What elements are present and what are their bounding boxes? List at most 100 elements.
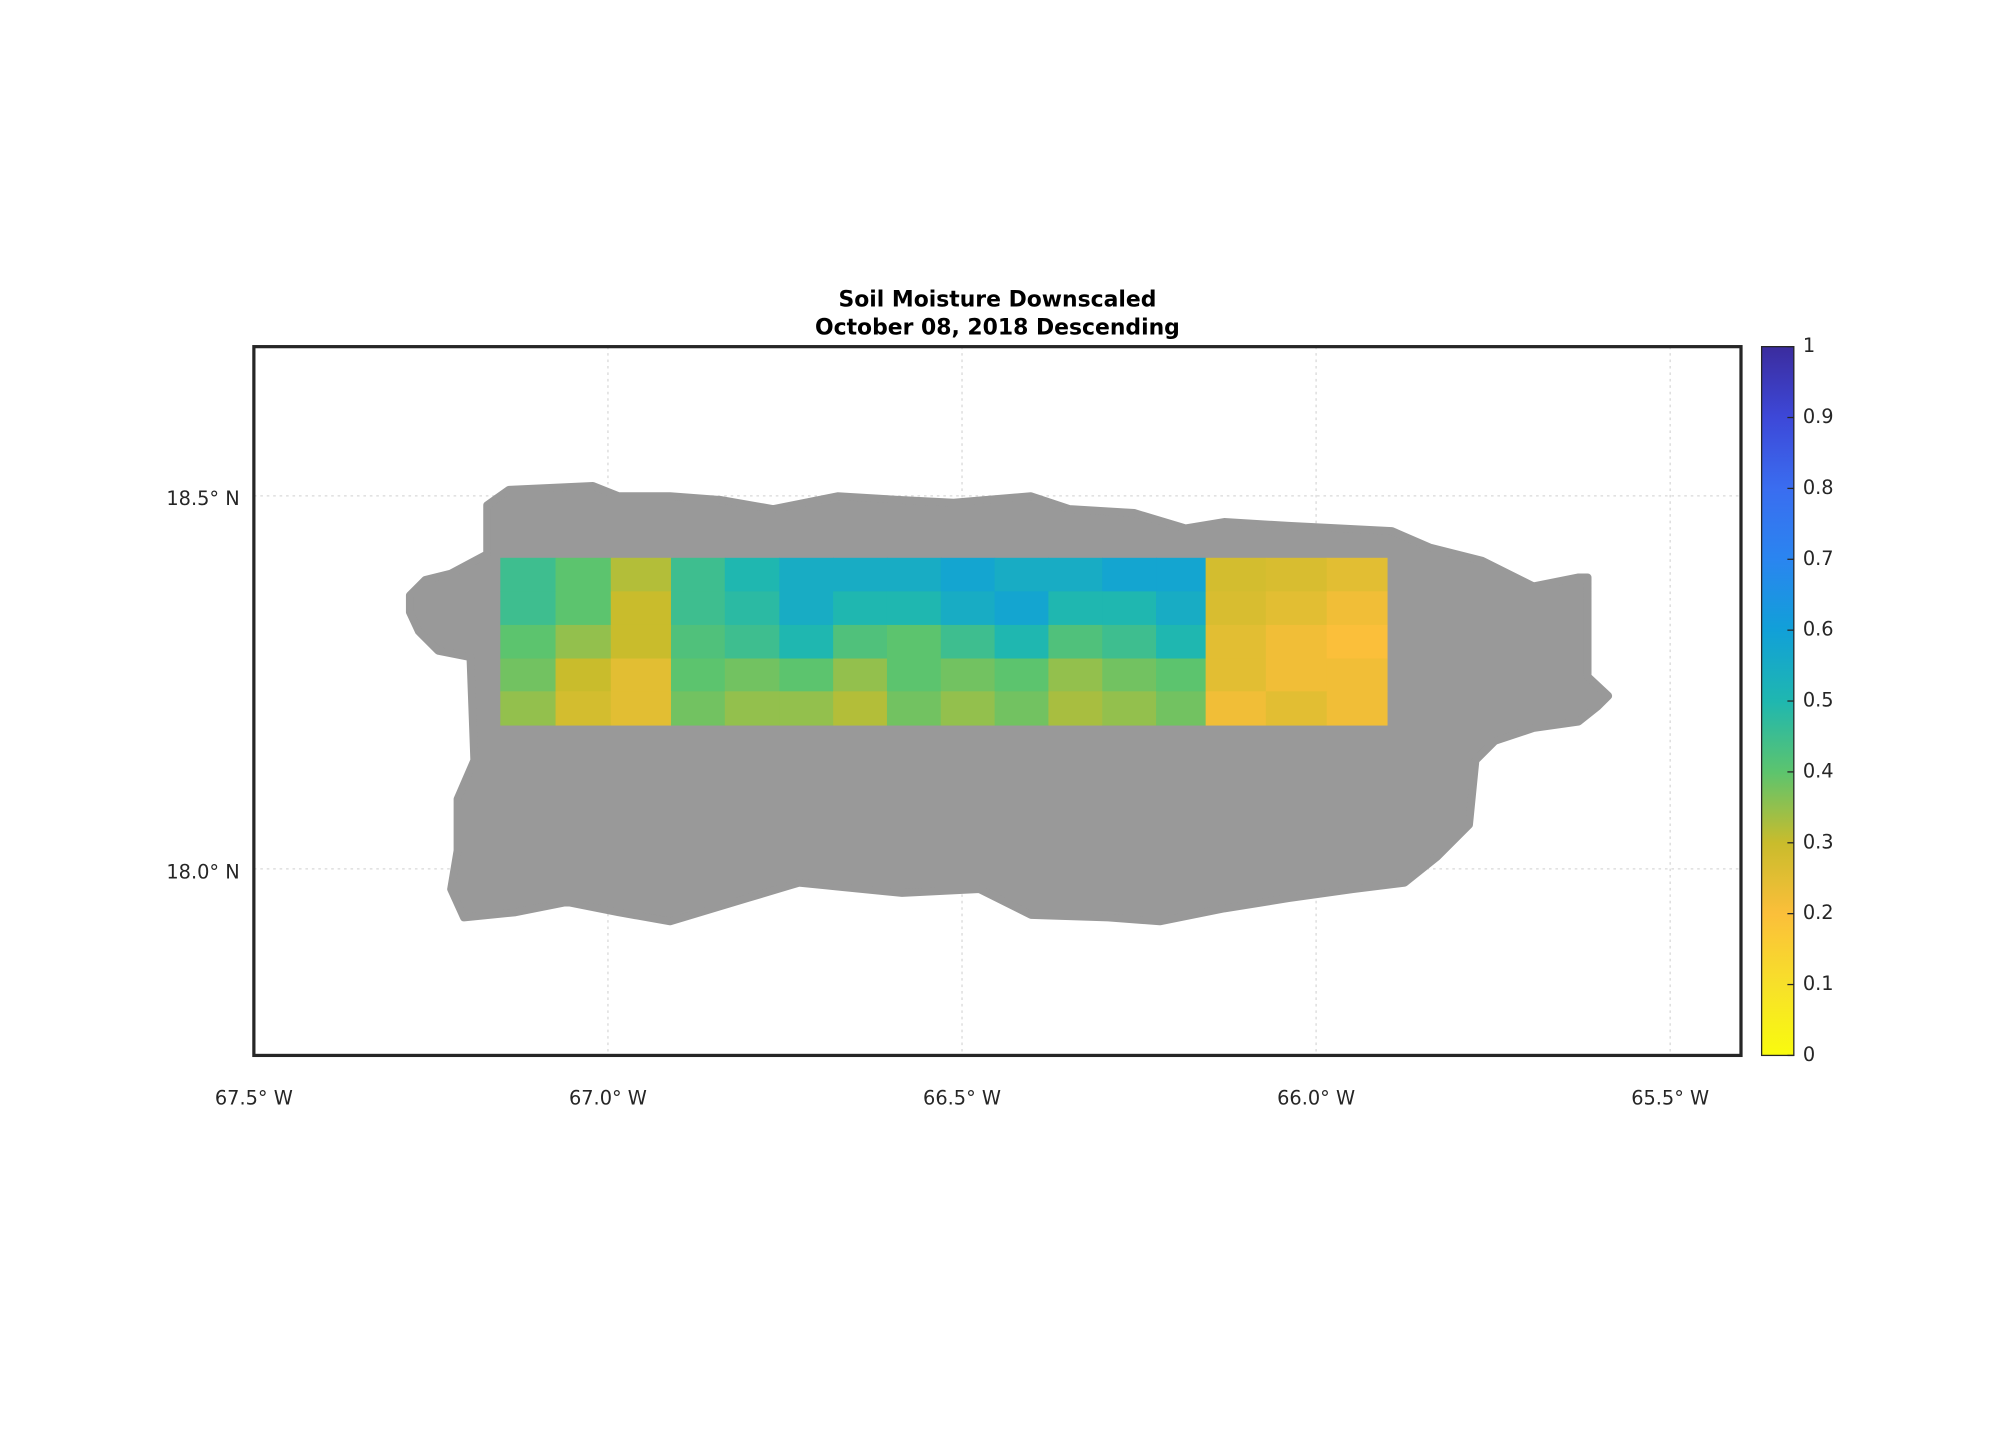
moisture-cell <box>1326 624 1388 660</box>
moisture-cell <box>940 624 996 660</box>
moisture-cell <box>779 624 834 660</box>
moisture-cell <box>555 691 612 726</box>
x-tick-label: 65.5° W <box>1631 1087 1709 1110</box>
moisture-cell <box>994 691 1050 726</box>
moisture-cell <box>555 658 612 692</box>
y-tick-label: 18.0° N <box>166 860 239 883</box>
moisture-cell <box>886 624 942 660</box>
moisture-cell <box>1326 557 1388 593</box>
moisture-cell <box>1326 691 1388 726</box>
moisture-cell <box>779 591 834 626</box>
moisture-cell <box>940 658 996 692</box>
moisture-cell <box>886 658 942 692</box>
moisture-cell <box>1048 591 1103 626</box>
colorbar-tick-label: 0.7 <box>1803 547 1834 570</box>
moisture-cell <box>1326 591 1388 626</box>
moisture-cell <box>1156 658 1207 692</box>
moisture-cell <box>940 557 996 593</box>
moisture-cell <box>500 624 557 660</box>
colorbar-tick-label: 0.8 <box>1803 476 1834 499</box>
moisture-cell <box>1048 658 1103 692</box>
moisture-cell <box>1265 658 1328 692</box>
x-tick-label: 67.5° W <box>215 1087 293 1110</box>
moisture-cell <box>670 557 726 593</box>
moisture-cell <box>1265 557 1328 593</box>
moisture-cell <box>1102 591 1157 626</box>
moisture-cell <box>1048 624 1103 660</box>
moisture-cell <box>500 658 557 692</box>
moisture-cell <box>1265 591 1328 626</box>
moisture-cell <box>1205 658 1267 692</box>
moisture-cell <box>610 624 672 660</box>
moisture-cell <box>833 691 888 726</box>
x-tick-label: 67.0° W <box>569 1087 647 1110</box>
moisture-cell <box>994 557 1050 593</box>
moisture-cell <box>886 591 942 626</box>
colorbar-tick-label: 0.6 <box>1803 618 1834 641</box>
colorbar-tick-label: 0 <box>1803 1043 1815 1066</box>
moisture-cell <box>833 658 888 692</box>
moisture-cell <box>1205 624 1267 660</box>
moisture-cell <box>610 591 672 626</box>
moisture-cell <box>724 591 780 626</box>
moisture-cell <box>555 591 612 626</box>
colorbar-tick-label: 1 <box>1803 334 1815 357</box>
moisture-cell <box>670 624 726 660</box>
moisture-cell <box>940 691 996 726</box>
moisture-cell <box>610 691 672 726</box>
colorbar-tick-label: 0.2 <box>1803 901 1834 924</box>
moisture-cell <box>1102 557 1157 593</box>
moisture-cell <box>670 691 726 726</box>
moisture-cell <box>779 557 834 593</box>
moisture-cell <box>610 557 672 593</box>
colorbar-tick-label: 0.1 <box>1803 972 1834 995</box>
moisture-cell <box>724 557 780 593</box>
moisture-cell <box>1205 557 1267 593</box>
colorbar-tick-label: 0.5 <box>1803 689 1834 712</box>
moisture-cell <box>724 658 780 692</box>
moisture-cell <box>670 658 726 692</box>
moisture-cell <box>1156 691 1207 726</box>
moisture-cell <box>724 624 780 660</box>
axes-frame <box>252 345 1743 1058</box>
moisture-cell <box>1265 624 1328 660</box>
moisture-cell <box>555 624 612 660</box>
moisture-cell <box>994 658 1050 692</box>
moisture-cell <box>994 624 1050 660</box>
moisture-cell <box>500 691 557 726</box>
moisture-cell <box>779 691 834 726</box>
moisture-cell <box>1048 557 1103 593</box>
moisture-cell <box>994 591 1050 626</box>
moisture-cell <box>500 557 557 593</box>
moisture-cell <box>1156 591 1207 626</box>
colorbar-tick-label: 0.4 <box>1803 759 1834 782</box>
moisture-cell <box>1102 691 1157 726</box>
moisture-cell <box>1205 591 1267 626</box>
moisture-cell <box>500 591 557 626</box>
moisture-cell <box>724 691 780 726</box>
title: Soil Moisture Downscaled <box>838 287 1156 312</box>
moisture-cell <box>555 557 612 593</box>
moisture-cell <box>833 591 888 626</box>
moisture-cell <box>1156 557 1207 593</box>
moisture-cell <box>1102 624 1157 660</box>
moisture-cell <box>833 557 888 593</box>
x-tick-label: 66.5° W <box>923 1087 1001 1110</box>
y-tick-label: 18.5° N <box>166 487 239 510</box>
colorbar-tick-label: 0.3 <box>1803 830 1834 853</box>
colorbar-tick-label: 0.9 <box>1803 405 1834 428</box>
moisture-cell <box>940 591 996 626</box>
moisture-cell <box>1326 658 1388 692</box>
moisture-cell <box>1205 691 1267 726</box>
subtitle: October 08, 2018 Descending <box>815 316 1180 341</box>
moisture-cell <box>1156 624 1207 660</box>
moisture-cell <box>779 658 834 692</box>
x-tick-label: 66.0° W <box>1277 1087 1355 1110</box>
moisture-cell <box>886 557 942 593</box>
moisture-cell <box>1102 658 1157 692</box>
moisture-cell <box>610 658 672 692</box>
moisture-cell <box>1265 691 1328 726</box>
moisture-cell <box>833 624 888 660</box>
moisture-cell <box>670 591 726 626</box>
